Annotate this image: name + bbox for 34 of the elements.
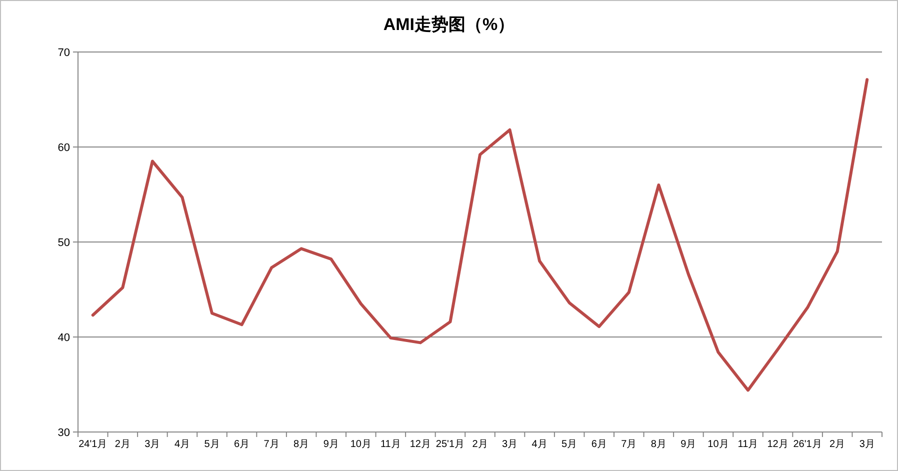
x-tick-label: 2月	[830, 439, 846, 450]
x-tick-label: 12月	[410, 439, 432, 450]
x-tick-label: 10月	[350, 439, 372, 450]
x-tick-label: 6月	[234, 439, 250, 450]
x-tick-label: 9月	[680, 439, 696, 450]
x-tick-label: 25'1月	[436, 439, 465, 450]
x-tick-label: 8月	[650, 439, 666, 450]
x-tick-label: 3月	[144, 439, 160, 450]
y-tick-label: 40	[58, 332, 70, 344]
x-tick-label: 2月	[114, 439, 130, 450]
x-tick-label: 24'1月	[78, 439, 108, 450]
x-tick-label: 2月	[472, 439, 488, 450]
y-tick-label: 50	[58, 237, 70, 249]
x-tick-label: 4月	[532, 439, 548, 450]
x-tick-label: 6月	[591, 439, 607, 450]
x-tick-label: 3月	[859, 439, 875, 450]
x-tick-label: 11月	[738, 439, 758, 450]
x-tick-label: 12月	[767, 439, 788, 450]
x-tick-label: 5月	[204, 439, 220, 450]
x-tick-label: 9月	[323, 439, 339, 450]
x-tick-label: 26'1月	[793, 439, 822, 450]
x-tick-label: 5月	[562, 439, 578, 450]
x-tick-label: 8月	[294, 439, 310, 450]
y-tick-label: 30	[58, 427, 70, 439]
chart-title: AMI走势图（%）	[383, 15, 515, 34]
x-tick-label: 4月	[174, 439, 190, 450]
x-tick-label: 3月	[502, 439, 518, 450]
x-tick-label: 7月	[621, 439, 637, 450]
y-tick-label: 70	[58, 47, 70, 59]
x-tick-label: 11月	[380, 439, 401, 450]
x-tick-label: 10月	[708, 439, 729, 450]
line-series	[91, 78, 869, 392]
y-tick-label: 60	[58, 142, 70, 154]
x-tick-label: 7月	[264, 439, 280, 450]
